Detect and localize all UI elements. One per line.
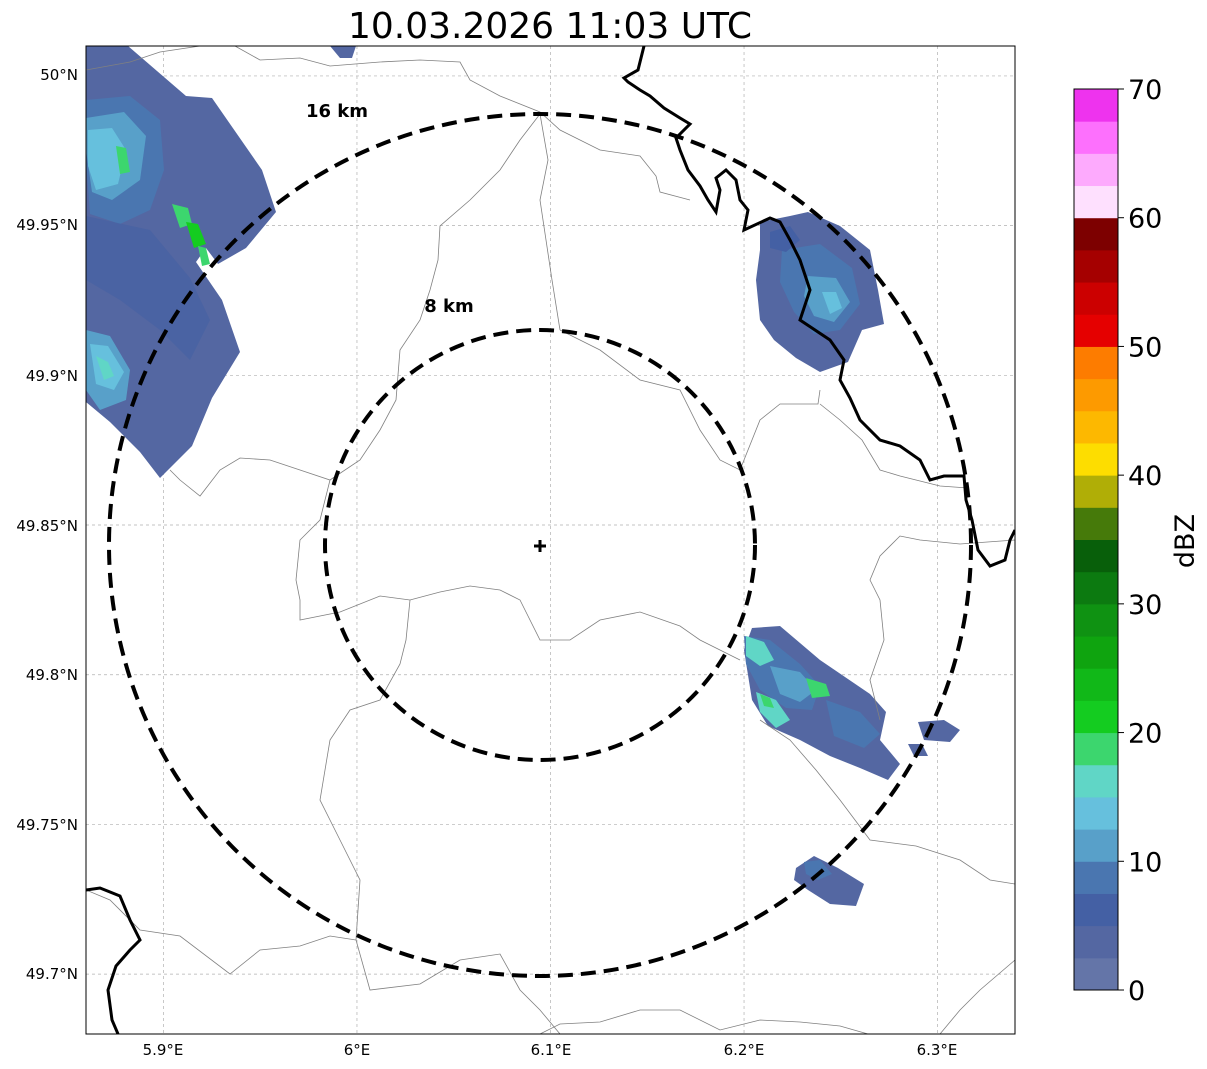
colorbar-tick-label: 30 bbox=[1128, 590, 1162, 621]
colorbar-bin bbox=[1074, 378, 1118, 412]
colorbar-tick-label: 20 bbox=[1128, 719, 1162, 750]
colorbar-bin bbox=[1074, 217, 1118, 251]
colorbar-bin bbox=[1074, 282, 1118, 315]
colorbar-tick-label: 50 bbox=[1128, 332, 1162, 363]
map-gridlines bbox=[86, 46, 1015, 1034]
colorbar-bin bbox=[1074, 700, 1118, 734]
lat-tick-label: 49.9°N bbox=[26, 367, 78, 385]
national-borders bbox=[86, 46, 1015, 1034]
lon-tick-label: 5.9°E bbox=[143, 1041, 184, 1059]
lon-tick-label: 6.1°E bbox=[531, 1041, 572, 1059]
colorbar-bin bbox=[1074, 925, 1118, 959]
colorbar-tick-label: 60 bbox=[1128, 204, 1162, 235]
echo-cell-northwest bbox=[86, 46, 356, 478]
range-ring-8km bbox=[323, 328, 757, 762]
lat-tick-label: 50°N bbox=[40, 66, 78, 84]
colorbar-bin bbox=[1074, 121, 1118, 154]
colorbar-bin bbox=[1074, 893, 1118, 927]
colorbar-bin bbox=[1074, 732, 1118, 766]
colorbar-bin bbox=[1074, 636, 1118, 669]
longitude-axis: 5.9°E 6°E 6.1°E 6.2°E 6.3°E bbox=[143, 1041, 958, 1059]
colorbar-bin bbox=[1074, 153, 1118, 187]
colorbar-bin bbox=[1074, 796, 1118, 830]
colorbar-tick-label: 10 bbox=[1128, 847, 1162, 878]
ring-label-8km: 8 km bbox=[424, 296, 474, 317]
colorbar-ticks: 0 10 20 30 40 50 60 70 bbox=[1118, 75, 1162, 1007]
colorbar-bin bbox=[1074, 764, 1118, 798]
colorbar-bin bbox=[1074, 185, 1118, 219]
colorbar-frame bbox=[1073, 88, 1119, 991]
colorbar: 0 10 20 30 40 50 60 70 dBZ bbox=[1073, 75, 1201, 1007]
lon-tick-label: 6°E bbox=[344, 1041, 371, 1059]
colorbar-bin bbox=[1074, 571, 1118, 605]
colorbar-bin bbox=[1074, 668, 1118, 701]
lon-tick-label: 6.2°E bbox=[724, 1041, 765, 1059]
admin-borders bbox=[86, 46, 1015, 1034]
colorbar-bin bbox=[1074, 346, 1118, 380]
colorbar-bin bbox=[1074, 829, 1118, 862]
lat-tick-label: 49.8°N bbox=[26, 666, 78, 684]
map-panel: 8 km 16 km bbox=[85, 45, 1016, 1035]
colorbar-bin bbox=[1074, 957, 1118, 991]
colorbar-label: dBZ bbox=[1170, 514, 1201, 568]
range-ring-16km bbox=[107, 112, 973, 978]
echo-cell-south bbox=[794, 856, 864, 906]
colorbar-tick-label: 0 bbox=[1128, 976, 1145, 1007]
colorbar-bin bbox=[1074, 410, 1118, 444]
lat-tick-label: 49.85°N bbox=[16, 517, 78, 535]
colorbar-bins bbox=[1074, 89, 1118, 991]
lat-tick-label: 49.75°N bbox=[16, 816, 78, 834]
ring-label-16km: 16 km bbox=[306, 101, 368, 122]
colorbar-bin bbox=[1074, 475, 1118, 508]
figure-title: 10.03.2026 11:03 UTC bbox=[348, 6, 752, 47]
colorbar-bin bbox=[1074, 89, 1118, 122]
precipitation-echoes bbox=[86, 46, 960, 906]
lat-tick-label: 49.7°N bbox=[26, 965, 78, 983]
colorbar-bin bbox=[1074, 442, 1118, 476]
lat-tick-label: 49.95°N bbox=[16, 216, 78, 234]
colorbar-bin bbox=[1074, 507, 1118, 540]
colorbar-bin bbox=[1074, 539, 1118, 573]
colorbar-bin bbox=[1074, 314, 1118, 347]
map-frame bbox=[85, 45, 1016, 1035]
lon-tick-label: 6.3°E bbox=[917, 1041, 958, 1059]
colorbar-tick-label: 70 bbox=[1128, 75, 1162, 106]
echo-cell-northeast bbox=[756, 212, 884, 372]
range-rings: 8 km 16 km bbox=[107, 101, 973, 978]
colorbar-tick-label: 40 bbox=[1128, 461, 1162, 492]
colorbar-bin bbox=[1074, 861, 1118, 894]
colorbar-bin bbox=[1074, 249, 1118, 283]
colorbar-bin bbox=[1074, 603, 1118, 637]
radar-site-marker bbox=[534, 540, 546, 552]
latitude-axis: 50°N 49.95°N 49.9°N 49.85°N 49.8°N 49.75… bbox=[16, 66, 78, 983]
